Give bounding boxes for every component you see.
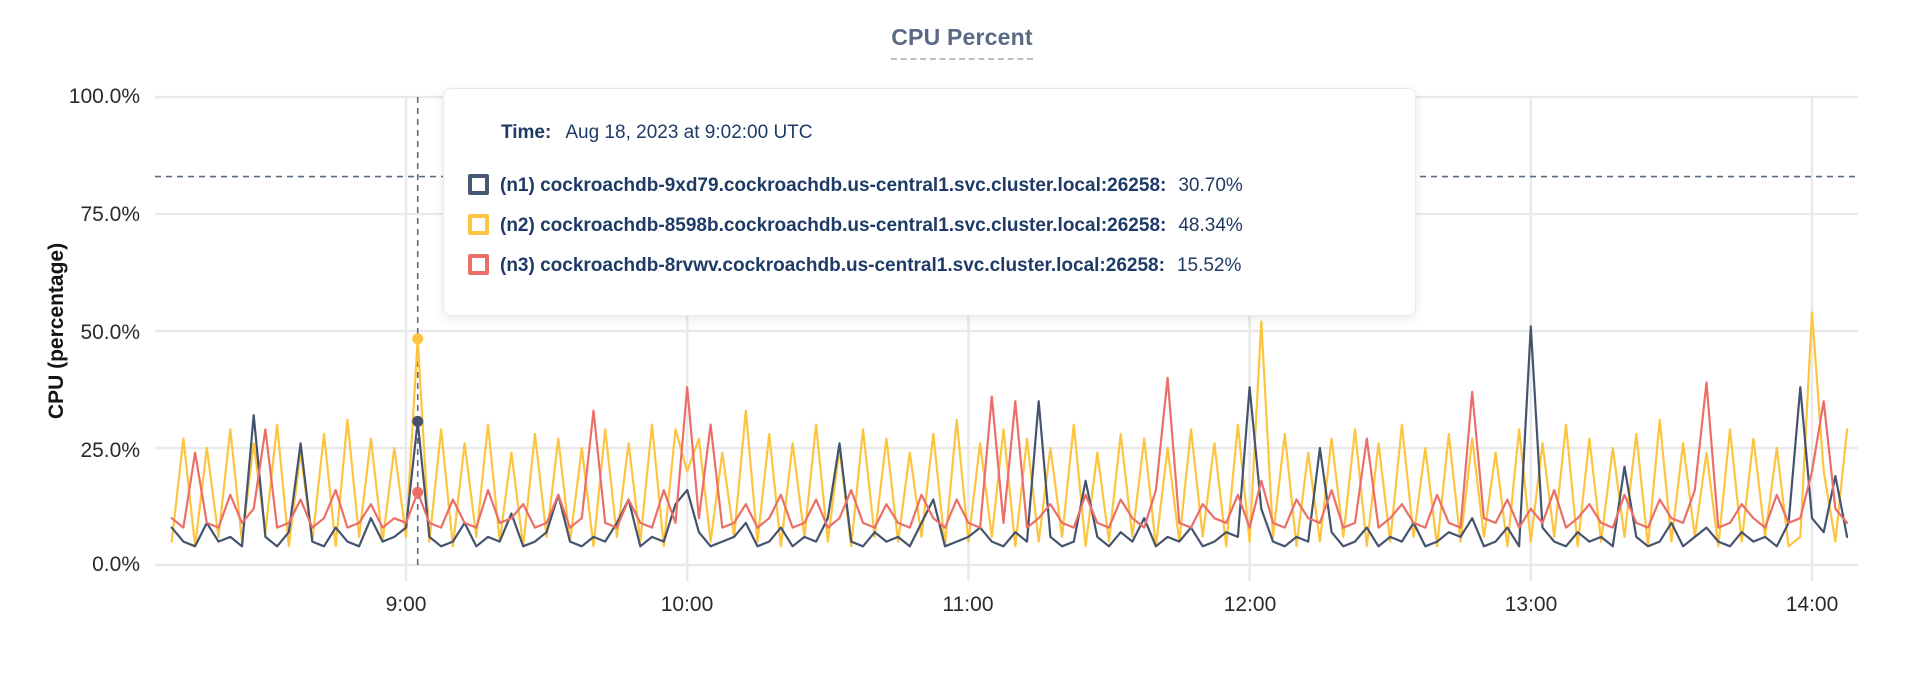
- tooltip-n1-value: 30.70%: [1178, 175, 1243, 196]
- tooltip-time: Time: Aug 18, 2023 at 9:02:00 UTC: [501, 122, 813, 144]
- tooltip-n3-value: 15.52%: [1176, 255, 1242, 276]
- series-n2-swatch-icon: [468, 213, 489, 235]
- hover-point: [412, 333, 424, 345]
- y-tick-75: 75.0%: [80, 203, 140, 226]
- hover-point: [412, 415, 424, 427]
- tooltip-n2-label: (n2) cockroachdb-8598b.cockroachdb.us-ce…: [500, 215, 1167, 236]
- series-n1-swatch-icon: [468, 173, 489, 195]
- x-tick-12: 12:00: [1223, 593, 1277, 616]
- hover-tooltip: Time: Aug 18, 2023 at 9:02:00 UTC (n1) co…: [443, 88, 1416, 316]
- series-n3-swatch-icon: [468, 253, 489, 275]
- x-tick-13: 13:00: [1504, 593, 1558, 616]
- x-tick-10: 10:00: [660, 593, 714, 616]
- y-tick-50: 50.0%: [80, 321, 140, 344]
- x-tick-14: 14:00: [1785, 593, 1839, 616]
- tooltip-time-label: Time:: [501, 122, 552, 143]
- tooltip-n1-label: (n1) cockroachdb-9xd79.cockroachdb.us-ce…: [500, 175, 1167, 196]
- y-tick-25: 25.0%: [80, 439, 140, 462]
- series-line: [170, 376, 1849, 529]
- y-tick-100: 100.0%: [68, 85, 140, 108]
- x-tick-11: 11:00: [942, 593, 994, 616]
- series-line: [170, 311, 1849, 548]
- series-line: [170, 325, 1849, 548]
- tooltip-row-n3: (n3) cockroachdb-8rvwv.cockroachdb.us-ce…: [468, 253, 1242, 281]
- hover-point: [412, 486, 424, 498]
- tooltip-n3-label: (n3) cockroachdb-8rvwv.cockroachdb.us-ce…: [500, 255, 1165, 276]
- tooltip-n2-value: 48.34%: [1178, 215, 1243, 236]
- tooltip-row-n1: (n1) cockroachdb-9xd79.cockroachdb.us-ce…: [468, 173, 1243, 201]
- x-tick-9: 9:00: [385, 593, 427, 616]
- y-tick-0: 0.0%: [92, 553, 140, 576]
- tooltip-time-value: Aug 18, 2023 at 9:02:00 UTC: [565, 122, 813, 143]
- tooltip-row-n2: (n2) cockroachdb-8598b.cockroachdb.us-ce…: [468, 213, 1243, 241]
